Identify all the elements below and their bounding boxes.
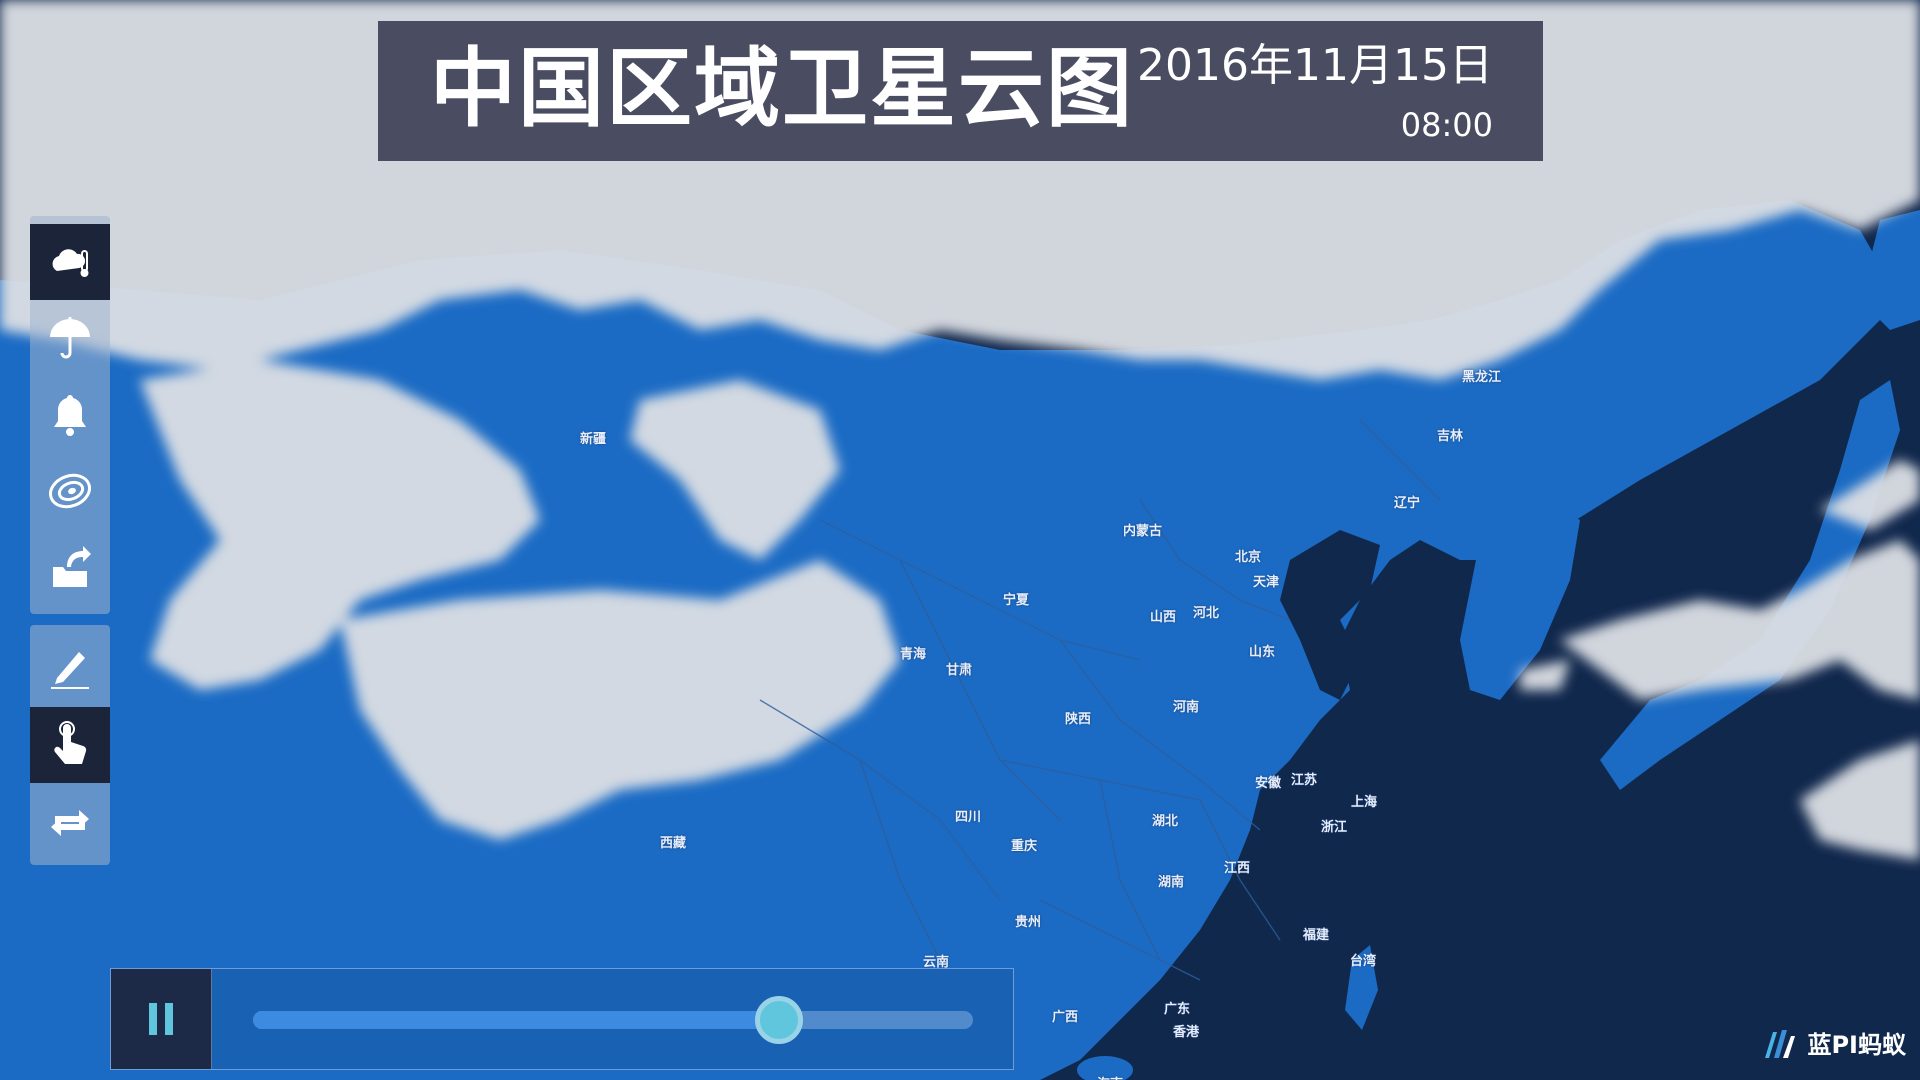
- export-button[interactable]: [30, 528, 110, 604]
- hokkaido-land: [1860, 210, 1920, 330]
- hand-pointer-icon: [54, 721, 87, 764]
- timeline-progress: [253, 1011, 779, 1029]
- hainan-land: [1077, 1056, 1133, 1080]
- date-display: 2016年11月15日: [1137, 40, 1493, 91]
- timeline-control: [110, 968, 1014, 1070]
- brand-name: 蓝PI蚂蚁: [1807, 1031, 1906, 1059]
- layer-toolbar: [30, 216, 110, 614]
- bohai-sea: [1280, 530, 1380, 700]
- bell-icon: [54, 395, 86, 436]
- timeline-slider-thumb[interactable]: [754, 996, 803, 1044]
- page-title: 中国区域卫星云图: [430, 39, 1134, 139]
- taiwan-land: [1345, 945, 1378, 1030]
- repeat-icon: [51, 810, 89, 836]
- pause-icon: [149, 1003, 173, 1035]
- warning-button[interactable]: [30, 376, 110, 452]
- precipitation-button[interactable]: [30, 300, 110, 376]
- play-pause-button[interactable]: [111, 969, 212, 1069]
- time-display: 08:00: [1400, 106, 1493, 144]
- pan-button[interactable]: [30, 707, 110, 783]
- interaction-toolbar: [30, 625, 110, 865]
- contour-button[interactable]: [30, 452, 110, 528]
- export-folder-icon: [53, 546, 91, 587]
- brand-logo: 蓝PI蚂蚁: [1761, 1025, 1906, 1060]
- province-borders: [759, 419, 1441, 981]
- title-banner: 中国区域卫星云图 2016年11月15日 08:00: [378, 21, 1543, 161]
- brand-logo-icon: [1765, 1029, 1796, 1058]
- cloud-thermometer-icon: [52, 249, 89, 277]
- umbrella-icon: [50, 317, 90, 359]
- loop-button[interactable]: [30, 785, 110, 861]
- pen-icon: [51, 652, 89, 689]
- cloud-temperature-button[interactable]: [30, 224, 110, 300]
- land-area: [0, 200, 1900, 1080]
- contour-icon: [49, 473, 91, 509]
- draw-button[interactable]: [30, 629, 110, 705]
- timeline-track[interactable]: [253, 1011, 973, 1029]
- korea-land: [1460, 500, 1580, 700]
